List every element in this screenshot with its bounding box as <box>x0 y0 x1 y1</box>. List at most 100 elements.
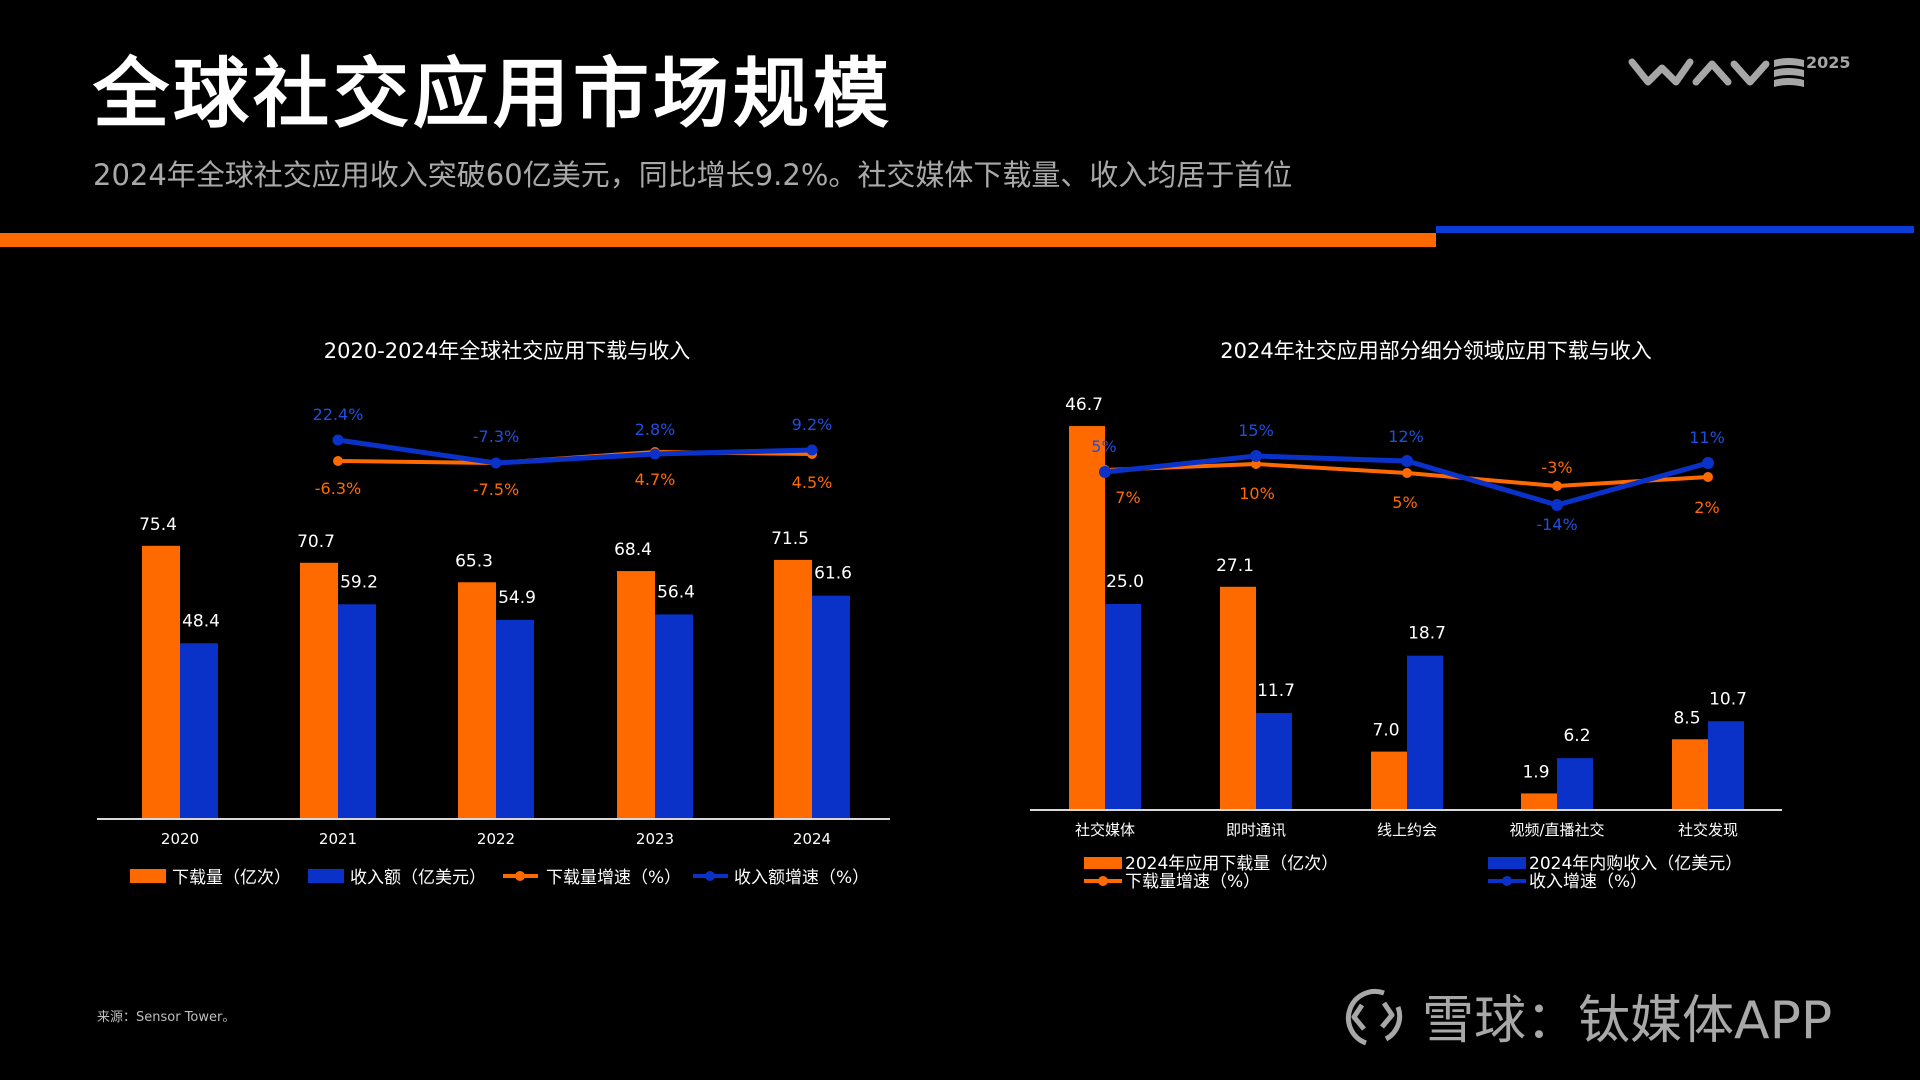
legend-label: 下载量增速（%） <box>546 868 681 888</box>
download-growth-label: 4.7% <box>635 470 676 489</box>
blue-divider <box>1436 226 1914 233</box>
download-growth-label: -7.5% <box>473 480 519 499</box>
x-tick-label: 社交媒体 <box>1075 821 1135 839</box>
chart-title: 2020-2024年全球社交应用下载与收入 <box>324 339 690 363</box>
download-growth-label: 7% <box>1115 488 1140 507</box>
revenue-growth-line <box>337 437 813 466</box>
revenue-growth-point <box>1401 455 1413 467</box>
logo-year: 2025 <box>1806 53 1851 72</box>
download-growth-point <box>1251 459 1261 469</box>
chart-title: 2024年社交应用部分细分领域应用下载与收入 <box>1220 339 1651 363</box>
download-growth-label: 2% <box>1694 498 1719 517</box>
download-bar <box>617 571 655 818</box>
revenue-growth-point <box>1551 499 1563 511</box>
download-bar-label: 7.0 <box>1372 721 1399 741</box>
x-tick-label: 2021 <box>319 830 357 848</box>
watermark-text: 雪球：钛媒体APP <box>1422 991 1833 1051</box>
download-bar-label: 46.7 <box>1065 395 1103 415</box>
revenue-growth-point <box>332 434 344 446</box>
revenue-growth-point <box>1099 466 1111 478</box>
download-bar <box>142 545 180 818</box>
page-subtitle: 2024年全球社交应用收入突破60亿美元，同比增长9.2%。社交媒体下载量、收入… <box>93 158 1293 192</box>
download-bar <box>300 562 338 818</box>
x-tick-label: 线上约会 <box>1377 821 1437 839</box>
download-growth-label: -6.3% <box>315 479 361 498</box>
legend-swatch-revenue <box>308 869 344 883</box>
legend-marker <box>705 871 715 881</box>
revenue-bar <box>1708 721 1744 809</box>
xueqiu-logo-icon <box>1345 988 1403 1045</box>
revenue-growth-label: 15% <box>1238 421 1274 440</box>
download-bar-label: 68.4 <box>614 540 652 560</box>
legend-swatch-revenue <box>1488 857 1526 869</box>
x-tick-label: 2022 <box>477 830 515 848</box>
orange-divider <box>0 233 1436 247</box>
revenue-growth-point <box>1250 450 1262 462</box>
download-bar-label: 75.4 <box>139 515 177 535</box>
revenue-bar-label: 56.4 <box>657 582 695 602</box>
x-tick-label: 视频/直播社交 <box>1509 821 1604 839</box>
revenue-growth-label: 2.8% <box>635 420 676 439</box>
revenue-bar <box>496 619 534 818</box>
revenue-bar-label: 48.4 <box>182 611 220 631</box>
x-tick-label: 2020 <box>161 830 199 848</box>
download-bar <box>1521 793 1557 809</box>
download-bar-label: 70.7 <box>297 532 335 552</box>
revenue-bar-label: 18.7 <box>1408 624 1446 644</box>
legend-label: 收入额（亿美元） <box>350 868 486 888</box>
download-bar-label: 1.9 <box>1522 762 1549 782</box>
legend-label: 下载量（亿次） <box>172 868 291 888</box>
download-bar <box>1371 751 1407 809</box>
revenue-bar-label: 11.7 <box>1257 681 1295 701</box>
revenue-growth-point <box>806 444 818 456</box>
download-growth-label: 4.5% <box>792 473 833 492</box>
legend-label: 下载量增速（%） <box>1125 872 1260 892</box>
legend-marker <box>1098 876 1108 886</box>
revenue-bar <box>812 595 850 818</box>
page-title: 全球社交应用市场规模 <box>93 49 893 138</box>
revenue-bar <box>1557 758 1593 809</box>
revenue-growth-label: 9.2% <box>792 415 833 434</box>
download-bar <box>1069 426 1105 809</box>
revenue-bar <box>655 614 693 818</box>
legend-swatch-download <box>130 869 166 883</box>
revenue-bar-label: 10.7 <box>1709 689 1747 709</box>
download-bar <box>1220 586 1256 809</box>
revenue-bar <box>1105 604 1141 809</box>
download-bar-label: 65.3 <box>455 551 493 571</box>
revenue-bar-label: 54.9 <box>498 588 536 608</box>
x-tick-label: 2023 <box>636 830 674 848</box>
download-growth-label: -3% <box>1541 458 1572 477</box>
download-growth-point <box>1703 472 1713 482</box>
revenue-growth-label: 11% <box>1689 428 1725 447</box>
x-tick-label: 即时通讯 <box>1226 821 1286 839</box>
legend-swatch-download <box>1084 857 1122 869</box>
watermark: 雪球：钛媒体APP <box>1340 978 1832 1053</box>
revenue-bar <box>1256 713 1292 809</box>
revenue-growth-point <box>649 448 661 460</box>
revenue-bar <box>180 643 218 818</box>
x-tick-label: 2024 <box>793 830 831 848</box>
download-bar <box>774 559 812 818</box>
legend-label: 收入增速（%） <box>1529 872 1647 892</box>
legend-label: 2024年内购收入（亿美元） <box>1529 854 1742 874</box>
download-bar <box>1672 739 1708 809</box>
revenue-bar-label: 6.2 <box>1563 726 1590 746</box>
download-bar-label: 8.5 <box>1673 708 1700 728</box>
revenue-growth-label: 12% <box>1388 427 1424 446</box>
legend-marker <box>515 871 525 881</box>
download-bar <box>458 582 496 818</box>
download-bar-label: 71.5 <box>771 529 809 549</box>
revenue-bar-label: 25.0 <box>1106 572 1144 592</box>
download-growth-label: 10% <box>1239 484 1275 503</box>
download-growth-point <box>333 456 343 466</box>
download-growth-point <box>1552 481 1562 491</box>
revenue-growth-point <box>1702 457 1714 469</box>
revenue-bar <box>1407 655 1443 809</box>
legend-label: 收入额增速（%） <box>734 868 869 888</box>
legend-marker <box>1502 876 1512 886</box>
revenue-growth-label: -7.3% <box>473 427 519 446</box>
download-bar-label: 27.1 <box>1216 556 1254 576</box>
left-chart: 2020-2024年全球社交应用下载与收入 75.4 48.4 2020 70.759.… <box>97 339 890 888</box>
